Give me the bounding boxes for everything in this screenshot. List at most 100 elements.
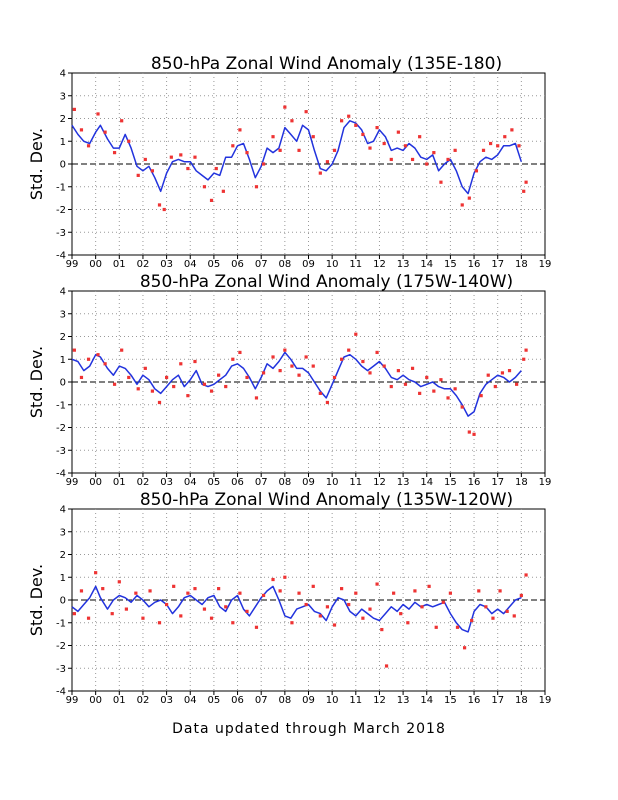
data-point [193,587,197,591]
x-tick-label: 05 [208,259,221,270]
data-point [179,362,183,366]
x-tick-label: 01 [113,259,126,270]
series-line [71,351,522,417]
data-point [519,593,523,598]
data-point [439,378,443,382]
data-point [354,332,358,336]
data-point [425,162,429,166]
x-tick-label: 06 [231,695,244,706]
data-point [86,357,91,361]
data-point [432,389,436,393]
data-point [332,375,337,380]
x-tick-label: 18 [515,477,528,488]
data-point [157,203,162,207]
data-point [318,614,322,618]
data-point [86,144,91,148]
data-point [410,157,415,162]
data-point [396,130,400,134]
data-point [361,359,365,364]
data-point [486,373,490,377]
data-point [439,180,443,184]
data-point [406,621,410,625]
x-tick-label: 17 [491,477,504,488]
data-point [172,584,176,588]
data-point [380,627,384,632]
data-point [112,382,117,386]
x-tick-label: 10 [326,695,339,706]
y-tick-label: 3 [60,91,66,102]
x-tick-label: 11 [349,695,362,706]
y-tick-label: 0 [60,160,66,171]
data-point [425,375,429,380]
data-point [79,375,84,380]
y-tick-label: 3 [60,527,66,538]
x-tick-label: 99 [66,259,79,270]
y-tick-label: -1 [56,400,66,411]
data-point [136,387,140,391]
data-point [496,144,500,148]
data-point [165,375,169,380]
y-tick-label: 2 [60,114,66,125]
data-point [410,366,415,370]
y-tick-label: 0 [60,378,66,389]
data-point [72,612,76,616]
x-tick-label: 07 [255,477,268,488]
data-point [467,196,471,200]
x-tick-label: 01 [113,477,126,488]
data-point [432,151,436,155]
data-point [278,148,282,152]
data-point [261,371,266,375]
data-point [375,126,379,130]
data-point [455,625,460,629]
data-point [510,128,514,132]
data-point [127,139,131,143]
y-tick-label: 2 [60,332,66,343]
data-point [354,591,358,595]
chart-title: 850-hPa Zonal Wind Anomaly (135E-180) [151,54,502,74]
chart-panel-3: 850-hPa Zonal Wind Anomaly (135W-120W) St… [27,490,551,706]
data-point [500,371,505,375]
y-axis-label: Std. Dev. [27,564,46,636]
data-point [79,128,84,132]
data-point [460,405,464,409]
x-tick-label: 03 [160,695,173,706]
x-tick-label: 03 [160,477,173,488]
chart-panel-1: 850-hPa Zonal Wind Anomaly (135E-180) Std… [27,54,551,270]
data-point [261,593,266,598]
y-tick-label: -1 [56,618,66,629]
data-point [311,584,315,588]
data-point [403,382,408,386]
x-tick-label: 10 [326,259,339,270]
data-point [427,584,431,588]
y-tick-label: 4 [60,505,66,516]
data-point [484,605,488,609]
x-tick-label: 02 [137,259,150,270]
data-point [507,369,512,373]
data-point [148,589,152,593]
x-tick-label: 00 [89,477,102,488]
x-tick-label: 09 [302,477,315,488]
data-point [524,573,528,577]
y-tick-label: -4 [56,687,66,698]
data-point [209,198,214,202]
data-point [143,366,147,370]
data-point [254,396,259,400]
data-point [347,114,351,118]
data-point [290,119,294,123]
data-point [340,587,344,591]
x-tick-label: 19 [539,477,552,488]
x-tick-label: 09 [302,695,315,706]
data-point [474,169,479,173]
data-point [361,132,365,137]
data-point [325,400,330,405]
x-tick-label: 04 [184,477,197,488]
x-tick-label: 08 [278,477,291,488]
data-point [489,141,493,146]
data-point [522,357,526,361]
data-point [340,357,344,361]
data-point [231,621,235,625]
data-point [261,162,266,166]
data-point [375,350,379,355]
data-point [418,391,422,395]
